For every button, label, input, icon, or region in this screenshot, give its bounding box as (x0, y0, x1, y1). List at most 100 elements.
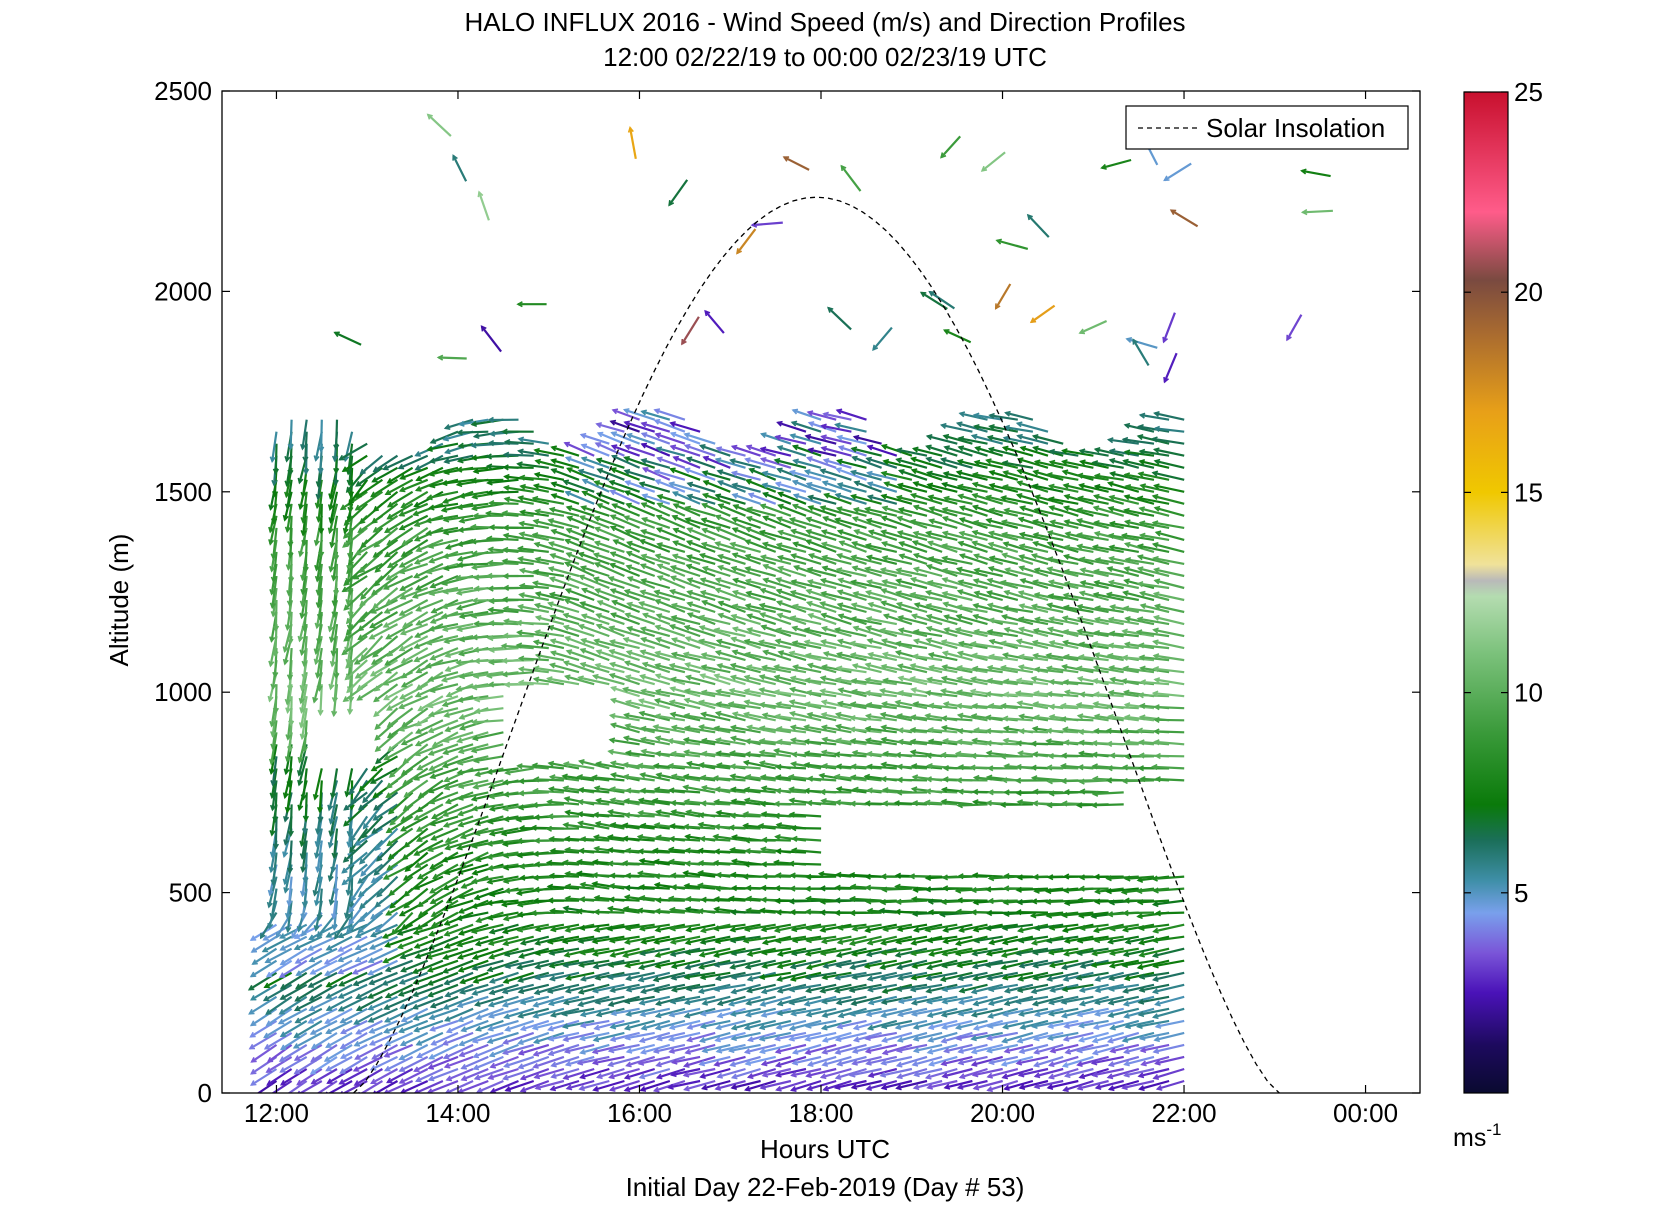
wind-arrow (354, 923, 383, 938)
colorbar-unit: ms-1 (1453, 1120, 1501, 1152)
wind-arrow (325, 1080, 353, 1093)
legend-label: Solar Insolation (1206, 113, 1385, 143)
wind-arrow (277, 1007, 308, 1025)
wind-arrow (279, 1055, 308, 1073)
wind-arrow (302, 539, 309, 574)
wind-arrow (278, 995, 308, 1015)
wind-arrow (341, 851, 368, 874)
wind-arrow (342, 839, 368, 863)
wind-arrow (354, 659, 384, 679)
wind-arrow (294, 947, 323, 964)
wind-arrow (367, 983, 398, 999)
wind-arrow (325, 1055, 353, 1072)
wind-arrow (316, 660, 323, 692)
wind-arrow (330, 623, 339, 658)
wind-arrow (352, 562, 383, 580)
wind-arrow (272, 443, 279, 476)
wind-arrow (376, 875, 399, 898)
y-tick-label: 1000 (154, 677, 212, 707)
wind-arrow (317, 684, 324, 717)
wind-arrow (251, 947, 278, 965)
wind-arrow (263, 971, 293, 989)
wind-arrow (333, 648, 340, 680)
wind-arrow (323, 1043, 353, 1062)
y-tick-label: 1500 (154, 477, 212, 507)
colorbar-tick-label: 15 (1514, 477, 1543, 507)
wind-arrow (301, 636, 308, 668)
wind-arrow (272, 684, 279, 715)
wind-arrow (341, 575, 368, 593)
x-tick-label: 20:00 (970, 1098, 1035, 1128)
wind-arrow (374, 911, 399, 933)
colorbar-unit-base: ms (1453, 1124, 1486, 1152)
wind-arrow (301, 720, 308, 753)
wind-arrow (287, 611, 294, 646)
wind-arrow (329, 768, 339, 800)
wind-arrow (270, 756, 278, 787)
wind-arrow (279, 971, 308, 990)
wind-arrow (346, 551, 369, 575)
wind-arrow (325, 971, 353, 988)
wind-arrow (333, 419, 340, 451)
wind-arrow (345, 911, 368, 935)
wind-arrow (349, 827, 369, 854)
wind-arrow (323, 947, 353, 965)
wind-arrow (301, 599, 308, 633)
wind-arrow (262, 983, 293, 1002)
wind-arrow (354, 538, 383, 556)
wind-arrow (263, 1019, 293, 1039)
wind-arrow (370, 1068, 399, 1085)
wind-arrow (249, 1007, 278, 1027)
chart-title: HALO INFLUX 2016 - Wind Speed (m/s) and … (464, 7, 1185, 37)
wind-arrow (354, 935, 383, 951)
wind-arrow (265, 995, 293, 1015)
wind-arrow (279, 1019, 308, 1038)
wind-arrow (325, 1019, 353, 1035)
wind-arrow (312, 768, 323, 801)
wind-arrow (270, 527, 278, 561)
wind-arrow (316, 888, 323, 921)
wind-arrow (272, 816, 279, 850)
wind-arrow (346, 671, 368, 694)
wind-arrow (339, 1055, 368, 1074)
wind-arrow (355, 983, 383, 1000)
wind-arrow (355, 1019, 383, 1035)
wind-arrow (360, 635, 384, 661)
wind-arrow (284, 1080, 308, 1093)
wind-arrow (339, 1043, 368, 1059)
wind-arrow (357, 1080, 383, 1093)
wind-arrow (343, 803, 368, 827)
wind-arrow (347, 527, 354, 560)
wind-arrow (308, 983, 338, 1001)
wind-arrow (294, 1007, 323, 1024)
wind-arrow (310, 1043, 338, 1063)
wind-arrow (369, 899, 399, 920)
wind-arrow (367, 959, 398, 976)
x-tick-label: 22:00 (1151, 1098, 1216, 1128)
wind-arrow (301, 515, 308, 547)
wind-arrow (269, 888, 278, 920)
wind-arrow (265, 959, 293, 978)
wind-arrow (345, 611, 369, 636)
wind-arrow (324, 959, 353, 976)
wind-arrow (279, 1031, 308, 1051)
wind-arrow (271, 1080, 293, 1093)
colorbar-unit-exponent: -1 (1486, 1120, 1501, 1139)
wind-arrow (250, 935, 278, 953)
wind-arrow (316, 1080, 338, 1093)
wind-arrow (337, 995, 368, 1012)
wind-arrow (325, 935, 353, 951)
wind-arrow (279, 1068, 308, 1086)
wind-arrow (367, 947, 398, 963)
wind-arrow (309, 1055, 338, 1075)
wind-arrow (316, 780, 324, 814)
wind-arrows (247, 113, 1333, 1093)
wind-arrow (368, 971, 398, 986)
wind-arrow (293, 995, 323, 1012)
wind-arrow (309, 1019, 338, 1035)
wind-arrow (278, 959, 308, 979)
wind-arrow (307, 971, 338, 988)
wind-arrow (293, 1043, 323, 1061)
wind-arrow (265, 1007, 293, 1027)
